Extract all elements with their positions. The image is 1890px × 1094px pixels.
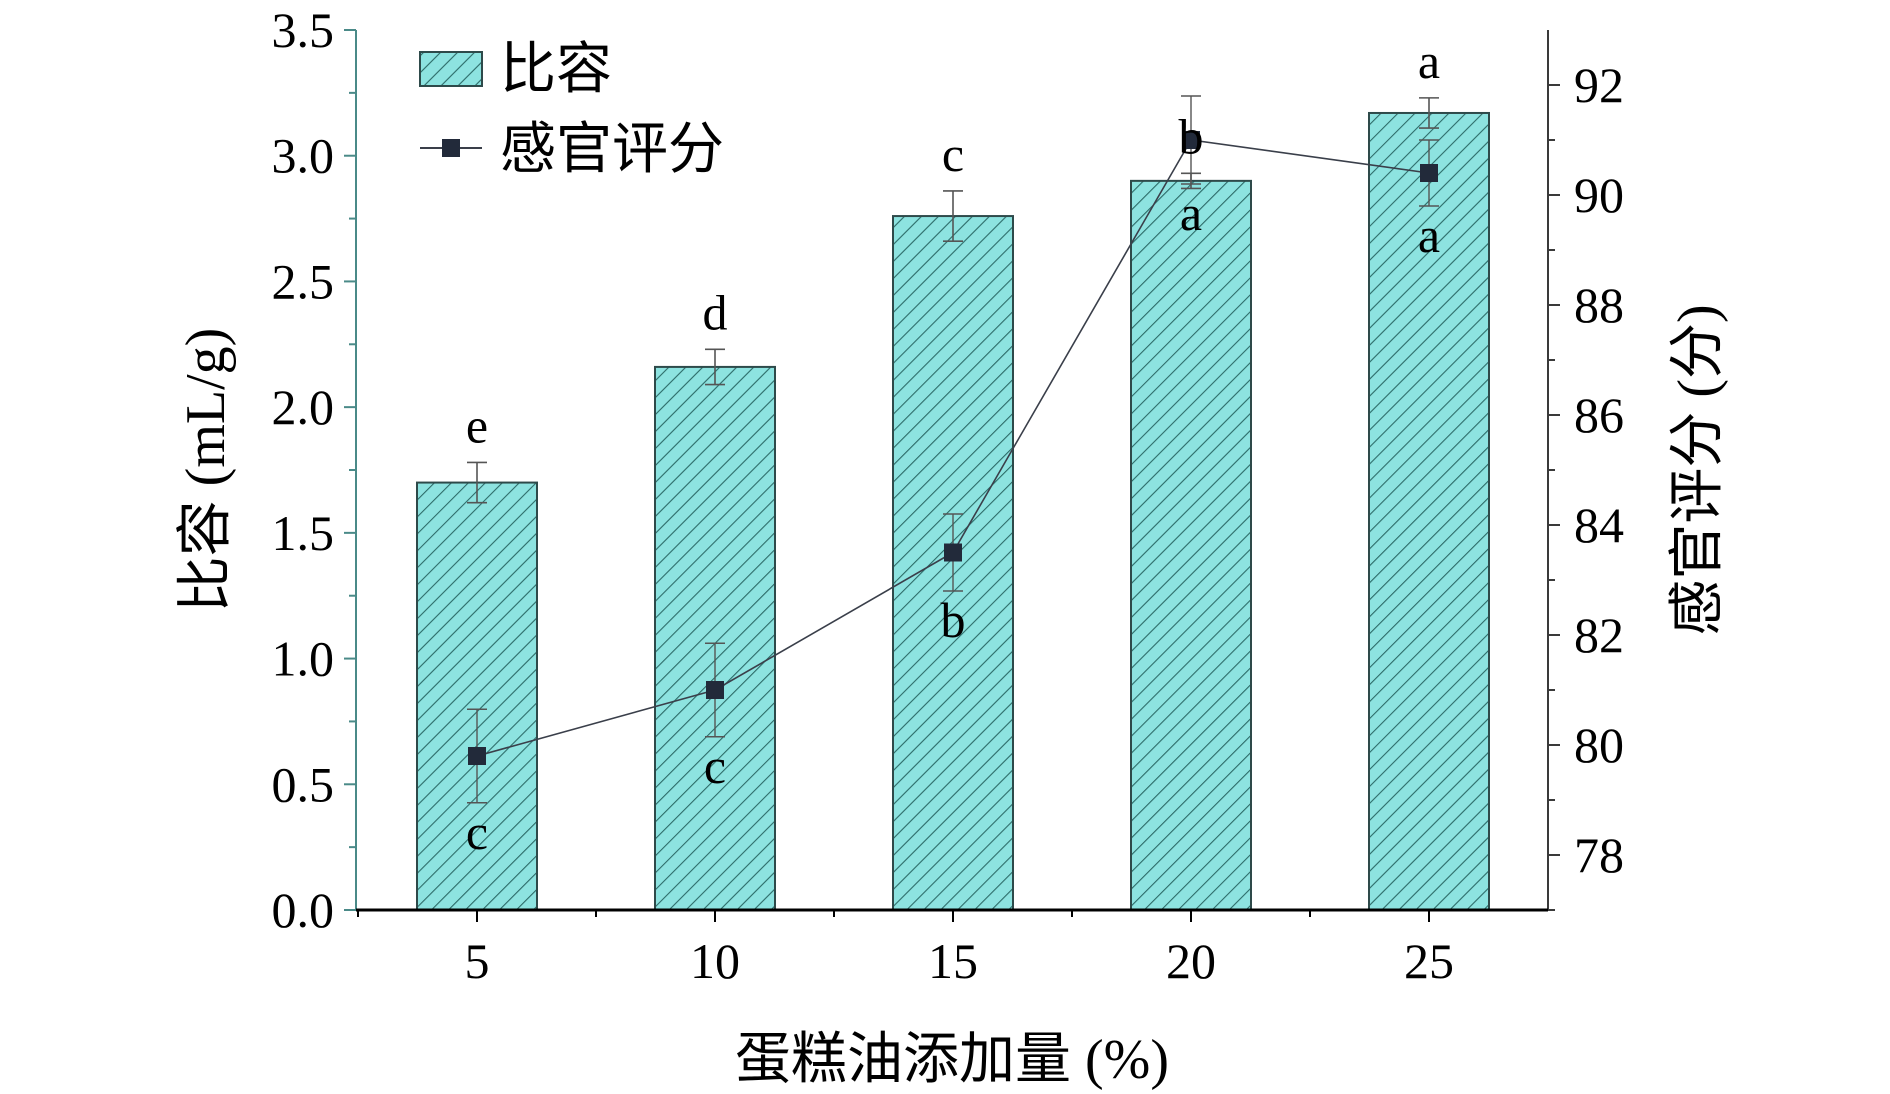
y2-tick-label: 84 bbox=[1574, 497, 1624, 553]
bar-significance-label: b bbox=[1179, 108, 1204, 164]
y2-tick-label: 88 bbox=[1574, 277, 1624, 333]
x-tick-label: 5 bbox=[465, 933, 490, 989]
line-significance-label: c bbox=[466, 804, 488, 860]
x-tick-label: 15 bbox=[928, 933, 978, 989]
bar-significance-label: a bbox=[1418, 33, 1440, 89]
legend-line-marker bbox=[442, 139, 460, 157]
bar bbox=[1368, 111, 1490, 911]
y-tick-label: 2.5 bbox=[272, 253, 335, 309]
y2-tick-label: 86 bbox=[1574, 387, 1624, 443]
bar-significance-label: d bbox=[703, 284, 728, 340]
y-tick-label: 2.0 bbox=[272, 379, 335, 435]
bar-significance-label: e bbox=[466, 397, 488, 453]
y-tick-label: 1.5 bbox=[272, 505, 335, 561]
legend-line-label: 感官评分 bbox=[500, 119, 724, 181]
bar-error-bars bbox=[467, 97, 1439, 504]
legend-bar-label: 比容 bbox=[500, 39, 612, 101]
line-significance-label: c bbox=[704, 738, 726, 794]
legend-bar-swatch bbox=[419, 51, 483, 87]
line-marker bbox=[706, 681, 724, 699]
x-tick-label: 25 bbox=[1404, 933, 1454, 989]
y2-axis-title: 感官评分 (分) bbox=[1667, 304, 1729, 635]
y2-tick-label: 90 bbox=[1574, 167, 1624, 223]
y-tick-label: 3.5 bbox=[272, 2, 335, 58]
y-tick-label: 3.0 bbox=[272, 128, 335, 184]
y2-tick-label: 78 bbox=[1574, 827, 1624, 883]
x-axis-title: 蛋糕油添加量 (%) bbox=[735, 1029, 1169, 1091]
bar-significance-label: c bbox=[942, 126, 964, 182]
y-tick-label: 1.0 bbox=[272, 631, 335, 687]
line-marker bbox=[468, 747, 486, 765]
line-marker bbox=[1420, 164, 1438, 182]
y-tick-label: 0.0 bbox=[272, 882, 335, 938]
line-marker bbox=[944, 543, 962, 562]
bar bbox=[654, 365, 776, 911]
line-marker bbox=[1182, 131, 1200, 149]
x-tick-label: 20 bbox=[1166, 933, 1216, 989]
y2-tick-label: 92 bbox=[1574, 57, 1624, 113]
line-significance-label: b bbox=[941, 592, 966, 648]
y-tick-label: 0.5 bbox=[272, 756, 335, 812]
y2-tick-label: 82 bbox=[1574, 607, 1624, 663]
line-significance-label: a bbox=[1418, 207, 1440, 263]
axes: 0.0 0.5 1.0 1.5 2.0 2.5 3.0 3.5 78 80 82 84 86 88 90 92… bbox=[175, 2, 1729, 1091]
line-significance-label: a bbox=[1180, 185, 1202, 241]
bar bbox=[416, 481, 538, 911]
y-axis-title: 比容 (mL/g) bbox=[175, 328, 237, 613]
x-tick-label: 10 bbox=[690, 933, 740, 989]
line-series bbox=[467, 95, 1439, 804]
bar bbox=[1130, 179, 1252, 912]
y2-tick-label: 80 bbox=[1574, 717, 1624, 773]
